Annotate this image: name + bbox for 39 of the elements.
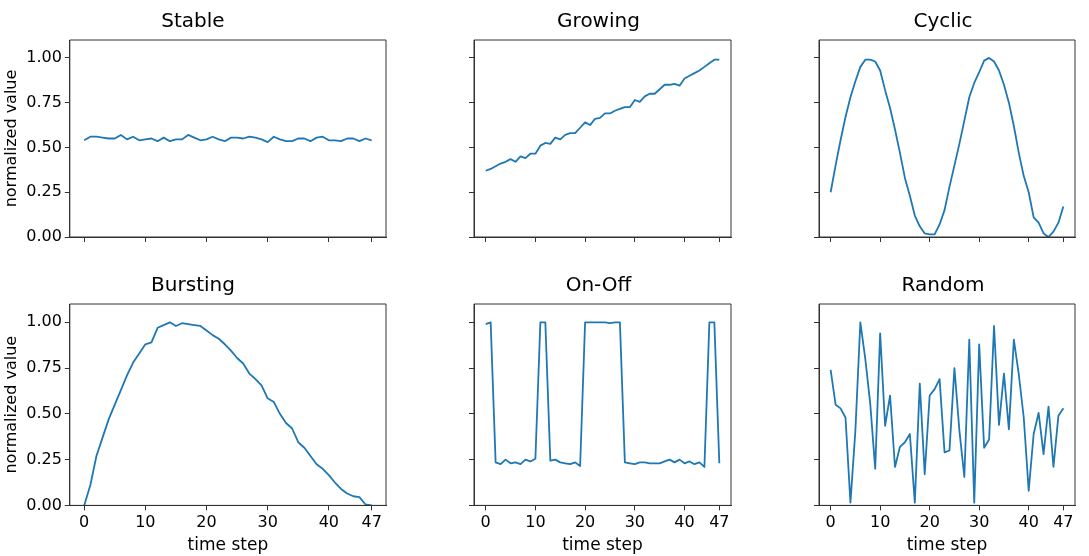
x-tick-label: 10 [525,512,546,532]
chart-title: Bursting [151,272,235,297]
x-tick-label: 20 [196,512,217,532]
y-tick-label: 0.00 [26,494,62,514]
x-tick-label: 0 [79,512,90,532]
x-tick-label: 10 [135,512,156,532]
y-tick-label: 0.25 [26,181,62,201]
x-tick-label: 30 [624,512,645,532]
x-tick-label: 20 [574,512,596,532]
x-tick-label: 0 [480,512,491,532]
y-tick-label: 0.25 [26,448,62,468]
y-axis-title: normalized value [0,69,20,208]
y-tick-label: 1.00 [26,311,62,331]
chart-title: On-Off [565,272,633,297]
y-tick-label: 0.50 [26,403,62,423]
x-tick-label: 47 [709,512,730,532]
y-tick-label: 0.75 [26,357,62,377]
x-tick-label: 30 [969,512,990,532]
x-tick-label: 47 [361,512,382,532]
x-axis-title: time step [562,534,643,555]
x-tick-label: 40 [318,512,339,532]
y-tick-label: 0.50 [26,136,62,156]
y-tick-label: 1.00 [26,47,62,67]
x-axis-title: time step [906,534,988,555]
chart-title: Random [901,272,985,297]
x-axis-title: time step [187,534,269,555]
y-tick-label: 0.75 [26,91,62,111]
y-tick-label: 0.00 [26,226,62,246]
x-tick-label: 30 [257,512,278,532]
y-axis-title: normalized value [0,335,20,474]
x-tick-label: 40 [1018,512,1039,532]
chart-title: Growing [557,8,640,33]
x-tick-label: 47 [1053,512,1074,532]
chart-title: Stable [161,8,225,33]
x-tick-label: 0 [825,512,836,532]
chart-title: Cyclic [913,8,973,33]
x-tick-label: 20 [919,512,940,532]
x-tick-label: 10 [869,512,891,532]
x-tick-label: 40 [674,512,695,532]
